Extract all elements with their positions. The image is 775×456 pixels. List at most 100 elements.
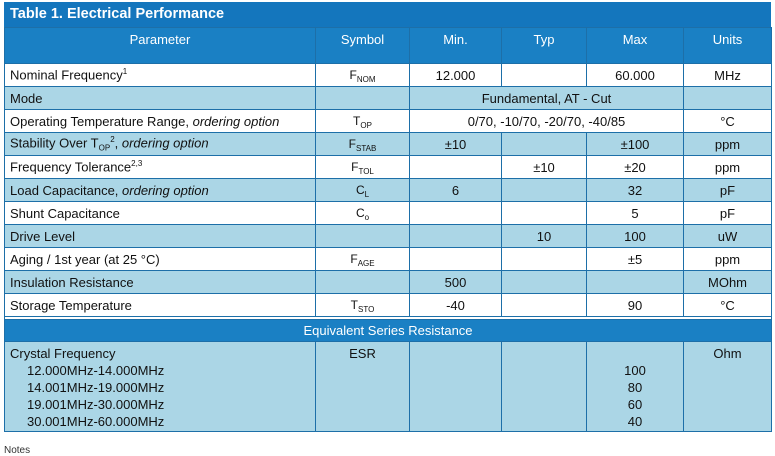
esr-units-cell: Ohm — [683, 341, 772, 432]
symbol-sub: STO — [358, 304, 375, 314]
typ-cell — [501, 132, 587, 156]
min-cell — [409, 201, 502, 225]
min-cell: -40 — [409, 293, 502, 317]
units-cell: °C — [683, 293, 772, 317]
symbol-cell — [315, 270, 410, 294]
min-cell: ±10 — [409, 132, 502, 156]
param-italic: ordering option — [121, 135, 209, 151]
frequency-range: 12.000MHz-14.000MHz — [27, 363, 165, 378]
symbol-cell: FSTAB — [315, 132, 410, 156]
param-label: Frequency Tolerance — [10, 159, 132, 175]
typ-cell: ±10 — [501, 155, 587, 179]
param-cell: Stability Over TOP2, ordering option — [4, 132, 316, 156]
param-italic: ordering option — [122, 182, 209, 198]
crystal-frequency-label: Crystal Frequency — [10, 346, 116, 361]
frequency-range: 19.001MHz-30.000MHz — [27, 397, 165, 412]
symbol-cell: TSTO — [315, 293, 410, 317]
min-cell — [409, 247, 502, 271]
table-row: Stability Over TOP2, ordering option FST… — [4, 132, 772, 156]
symbol-cell: FNOM — [315, 63, 410, 87]
footnote-mark: 2,3 — [131, 159, 143, 169]
esr-data-row: Crystal Frequency 12.000MHz-14.000MHz 14… — [4, 341, 772, 432]
param-cell: Drive Level — [4, 224, 316, 248]
max-cell: ±20 — [586, 155, 684, 179]
footnote-mark: 2 — [110, 135, 115, 145]
param-label: Operating Temperature Range, — [10, 113, 193, 129]
table-row: Operating Temperature Range, ordering op… — [4, 109, 772, 133]
units-cell: pF — [683, 178, 772, 202]
table-row: Shunt Capacitance Co 5 pF — [4, 201, 772, 225]
table-row: Load Capacitance, ordering option CL 6 3… — [4, 178, 772, 202]
param-after: , — [114, 135, 122, 151]
symbol-sub: TOL — [358, 166, 374, 176]
units-cell: ppm — [683, 132, 772, 156]
esr-max-value: 40 — [627, 414, 643, 429]
merged-value-cell: 0/70, -10/70, -20/70, -40/85 — [409, 109, 684, 133]
esr-header-row: Equivalent Series Resistance — [4, 319, 772, 342]
max-cell: 5 — [586, 201, 684, 225]
units-cell: uW — [683, 224, 772, 248]
typ-cell — [501, 178, 587, 202]
param-label: Stability Over T — [10, 135, 99, 151]
electrical-performance-table-container: Table 1. Electrical Performance Paramete… — [4, 2, 772, 432]
units-cell: ppm — [683, 247, 772, 271]
frequency-range: 14.001MHz-19.000MHz — [27, 380, 165, 395]
max-cell: 32 — [586, 178, 684, 202]
max-cell: 60.000 — [586, 63, 684, 87]
esr-max-value: 80 — [627, 380, 643, 395]
symbol-main: T — [350, 297, 359, 312]
table-row: Insulation Resistance 500 MOhm — [4, 270, 772, 294]
symbol-cell: Co — [315, 201, 410, 225]
param-cell: Storage Temperature — [4, 293, 316, 317]
max-cell: ±5 — [586, 247, 684, 271]
crystal-frequency-cell: Crystal Frequency 12.000MHz-14.000MHz 14… — [4, 341, 316, 432]
units-cell: MOhm — [683, 270, 772, 294]
esr-section-title: Equivalent Series Resistance — [4, 319, 772, 342]
typ-cell — [501, 293, 587, 317]
table-row: Nominal Frequency1 FNOM 12.000 60.000 MH… — [4, 63, 772, 87]
table-row: Drive Level 10 100 uW — [4, 224, 772, 248]
esr-max-spacer — [587, 345, 683, 362]
symbol-cell: FTOL — [315, 155, 410, 179]
header-symbol: Symbol — [315, 27, 410, 64]
units-cell: °C — [683, 109, 772, 133]
table-row: Aging / 1st year (at 25 °C) FAGE ±5 ppm — [4, 247, 772, 271]
max-cell — [586, 270, 684, 294]
min-cell — [409, 155, 502, 179]
frequency-range: 30.001MHz-60.000MHz — [27, 414, 165, 429]
symbol-cell: TOP — [315, 109, 410, 133]
table-title: Table 1. Electrical Performance — [4, 2, 771, 27]
symbol-main: F — [351, 159, 359, 174]
esr-symbol-cell: ESR — [315, 341, 410, 432]
symbol-cell — [315, 224, 410, 248]
esr-max-cell: 100 80 60 40 — [586, 341, 684, 432]
param-cell: Insulation Resistance — [4, 270, 316, 294]
symbol-main: F — [349, 67, 357, 82]
min-cell: 500 — [409, 270, 502, 294]
header-min: Min. — [409, 27, 502, 64]
min-cell — [409, 224, 502, 248]
symbol-sub: o — [364, 212, 370, 222]
symbol-main: C — [355, 205, 365, 220]
header-units: Units — [683, 27, 772, 64]
min-cell: 6 — [409, 178, 502, 202]
table-row: Mode Fundamental, AT - Cut — [4, 86, 772, 110]
param-cell: Mode — [4, 86, 316, 110]
esr-typ-cell — [501, 341, 587, 432]
typ-cell — [501, 201, 587, 225]
electrical-performance-table: Parameter Symbol Min. Typ Max Units Nomi… — [4, 27, 772, 432]
symbol-main: F — [350, 251, 358, 266]
units-cell: MHz — [683, 63, 772, 87]
header-parameter: Parameter — [4, 27, 316, 64]
symbol-main: C — [355, 182, 365, 197]
max-cell: ±100 — [586, 132, 684, 156]
param-italic: ordering option — [192, 113, 280, 129]
table-row: Storage Temperature TSTO -40 90 °C — [4, 293, 772, 317]
param-cell: Load Capacitance, ordering option — [4, 178, 316, 202]
max-cell: 100 — [586, 224, 684, 248]
param-cell: Frequency Tolerance2,3 — [4, 155, 316, 179]
merged-value-cell: Fundamental, AT - Cut — [409, 86, 684, 110]
notes-label: Notes — [4, 445, 31, 456]
symbol-main: F — [348, 136, 357, 151]
header-typ: Typ — [501, 27, 587, 64]
